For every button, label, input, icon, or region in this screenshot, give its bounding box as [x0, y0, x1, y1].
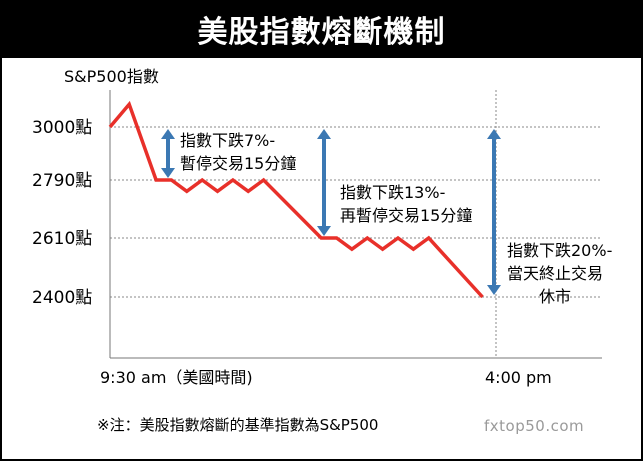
annotation-label-2-line-2: 再暫停交易15分鐘 [340, 206, 472, 225]
y-tick-label-3000: 3000點 [32, 118, 92, 138]
y-tick-label-2610: 2610點 [32, 229, 92, 249]
annotation-label-1-line-1: 指數下跌7%- [180, 131, 275, 150]
arrow-head-up-1 [161, 129, 175, 139]
y-axis-title: S&P500指數 [64, 67, 159, 86]
footnote: ※注：美股指數熔斷的基準指數為S&P500 [97, 416, 378, 434]
arrow-head-up-2 [317, 129, 331, 139]
y-tick-labels: 3000點 2790點 2610點 2400點 [32, 118, 92, 308]
arrow-head-down-3 [487, 285, 501, 295]
watermark: fxtop50.com [484, 417, 584, 435]
axes [109, 90, 602, 359]
series-group [108, 100, 484, 299]
annotation-label-1-line-2: 暫停交易15分鐘 [180, 154, 296, 173]
arrow-head-down-2 [317, 226, 331, 236]
x-end-label: 4:00 pm [485, 368, 552, 387]
annotation-label-3-line-1: 指數下跌20%- [507, 241, 612, 260]
annotation-label-3-line-2: 當天終止交易 [507, 264, 603, 283]
y-tick-label-2400: 2400點 [32, 288, 92, 308]
x-start-label: 9:30 am（美國時間) [100, 368, 253, 387]
arrow-head-up-3 [487, 129, 501, 139]
annotation-label-3-line-3: 休市 [539, 287, 571, 306]
chart-title: 美股指數熔斷機制 [2, 0, 641, 58]
arrow-head-down-1 [161, 168, 175, 178]
annotation-label-2-line-1: 指數下跌13%- [340, 183, 445, 202]
y-tick-label-2790: 2790點 [32, 171, 92, 191]
